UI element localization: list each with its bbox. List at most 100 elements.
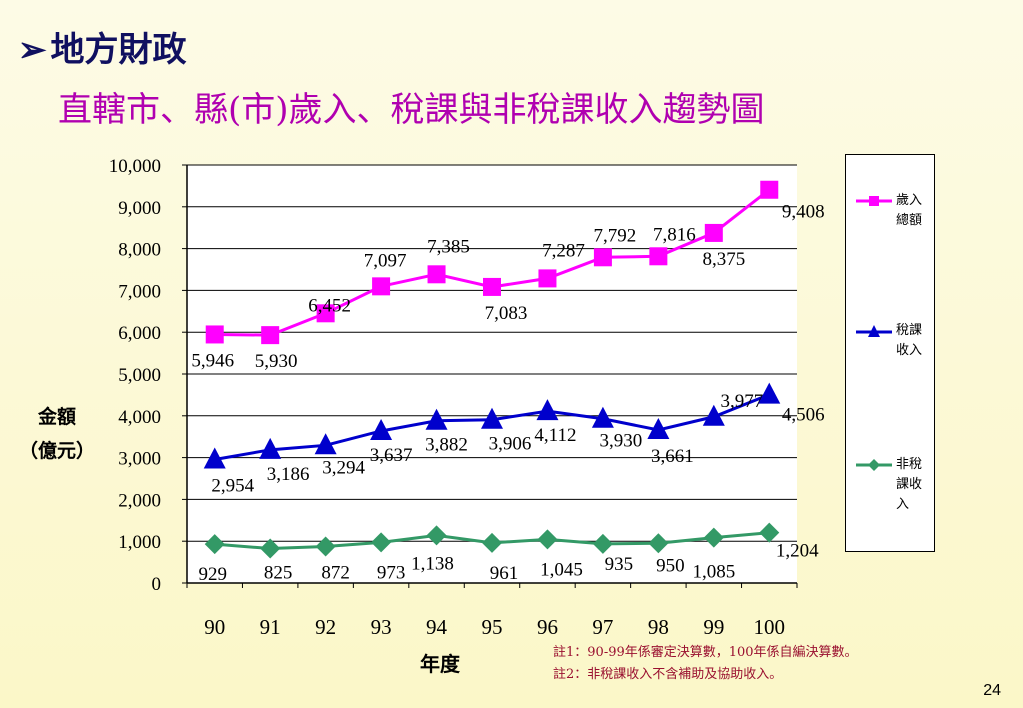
- legend-label: 課收: [896, 477, 923, 492]
- data-label: 3,186: [267, 464, 310, 485]
- data-point: [591, 406, 614, 428]
- data-label: 961: [490, 563, 519, 584]
- y-tick-label: 9,000: [118, 198, 161, 219]
- data-point: [370, 418, 393, 440]
- data-label: 1,085: [692, 562, 735, 583]
- data-point: [702, 404, 725, 426]
- data-point: [203, 447, 226, 469]
- data-label: 5,946: [191, 350, 234, 371]
- data-label: 825: [264, 563, 293, 584]
- data-label: 7,287: [542, 240, 585, 261]
- x-tick-label: 98: [648, 615, 669, 639]
- square-marker-icon: [856, 196, 892, 206]
- y-tick-label: 0: [152, 574, 162, 595]
- data-label: 3,977: [720, 391, 763, 412]
- data-label: 7,083: [485, 303, 528, 324]
- legend-label: 收入: [896, 343, 923, 358]
- x-tick-label: 95: [482, 615, 503, 639]
- x-tick-label: 90: [204, 615, 225, 639]
- data-point: [261, 326, 280, 345]
- triangle-marker-icon: [856, 325, 892, 337]
- data-label: 3,661: [651, 446, 694, 467]
- y-tick-label: 2,000: [118, 490, 161, 511]
- data-label: 935: [605, 554, 634, 575]
- x-tick-label: 92: [315, 615, 336, 639]
- chart-title: 直轄市、縣(市)歲入、稅課與非稅課收入趨勢圖: [58, 90, 765, 130]
- y-axis-label: 金額 （億元）: [12, 400, 102, 468]
- data-point: [204, 534, 225, 555]
- data-label: 4,112: [534, 425, 576, 446]
- data-label: 7,816: [653, 224, 696, 245]
- data-point: [315, 536, 336, 557]
- footnotes: 註1：90-99年係審定決算數，100年係自編決算數。 註2：非稅課收入不含補助…: [553, 642, 858, 686]
- x-tick-label: 94: [426, 615, 448, 639]
- data-point: [536, 399, 559, 421]
- data-label: 3,882: [425, 435, 468, 456]
- data-label: 3,906: [489, 434, 532, 455]
- x-tick-label: 100: [754, 615, 786, 639]
- data-point: [648, 533, 669, 554]
- x-tick-label: 93: [371, 615, 392, 639]
- data-point: [426, 525, 447, 546]
- y-axis-label-line1: 金額: [37, 406, 76, 428]
- data-label: 1,138: [411, 553, 454, 574]
- data-point: [647, 417, 670, 439]
- y-tick-label: 5,000: [118, 365, 161, 386]
- data-label: 7,385: [427, 236, 470, 257]
- footnote-1: 註1：90-99年係審定決算數，100年係自編決算數。: [553, 645, 858, 660]
- data-label: 8,375: [702, 249, 745, 270]
- slide-heading: ➢ 地方財政: [18, 22, 187, 71]
- y-tick-label: 3,000: [118, 449, 161, 470]
- legend-label: 稅課: [896, 323, 923, 338]
- data-label: 6,452: [308, 295, 351, 316]
- data-label: 872: [321, 563, 350, 584]
- y-tick-label: 1,000: [118, 532, 161, 553]
- y-tick-label: 10,000: [109, 156, 161, 177]
- data-point: [759, 522, 780, 543]
- x-tick-label: 96: [537, 615, 558, 639]
- data-point: [592, 533, 613, 554]
- data-label: 973: [377, 562, 406, 583]
- data-point: [260, 538, 281, 559]
- chart-legend: 歲入 總額 稅課 收入 非稅 課收 入: [845, 154, 935, 552]
- slide-title: 地方財政: [50, 30, 187, 70]
- page-number: 24: [983, 682, 1001, 699]
- data-point: [482, 532, 502, 553]
- legend-label: 入: [896, 497, 910, 512]
- data-label: 929: [198, 564, 227, 585]
- legend-label: 非稅: [896, 457, 923, 472]
- data-label: 9,408: [782, 202, 825, 223]
- x-tick-label: 97: [592, 615, 613, 639]
- data-point: [205, 325, 224, 344]
- data-point: [758, 382, 781, 404]
- data-point: [649, 247, 668, 266]
- data-point: [371, 532, 392, 553]
- data-label: 7,097: [364, 250, 407, 271]
- data-point: [425, 408, 448, 430]
- data-point: [427, 265, 446, 284]
- data-point: [483, 277, 501, 296]
- data-point: [703, 527, 724, 548]
- data-point: [372, 277, 391, 296]
- data-point: [760, 180, 779, 199]
- y-tick-label: 7,000: [118, 281, 161, 302]
- x-tick-label: 99: [703, 615, 724, 639]
- y-tick-label: 6,000: [118, 323, 161, 344]
- data-label: 7,792: [594, 225, 637, 246]
- data-point: [314, 433, 337, 455]
- data-label: 1,045: [540, 559, 583, 580]
- footnote-2: 註2：非稅課收入不含補助及協助收入。: [553, 667, 783, 682]
- data-label: 4,506: [782, 405, 825, 426]
- data-point: [537, 529, 558, 550]
- y-axis-label-line2: （億元）: [18, 440, 95, 462]
- arrow-bullet-icon: ➢: [18, 30, 47, 70]
- diamond-marker-icon: [856, 459, 892, 471]
- data-point: [316, 304, 335, 323]
- y-tick-label: 4,000: [118, 407, 161, 428]
- data-label: 3,294: [322, 457, 365, 478]
- x-tick-label: 91: [260, 615, 281, 639]
- data-point: [538, 269, 557, 288]
- data-label: 5,930: [255, 351, 298, 372]
- data-point: [704, 223, 723, 242]
